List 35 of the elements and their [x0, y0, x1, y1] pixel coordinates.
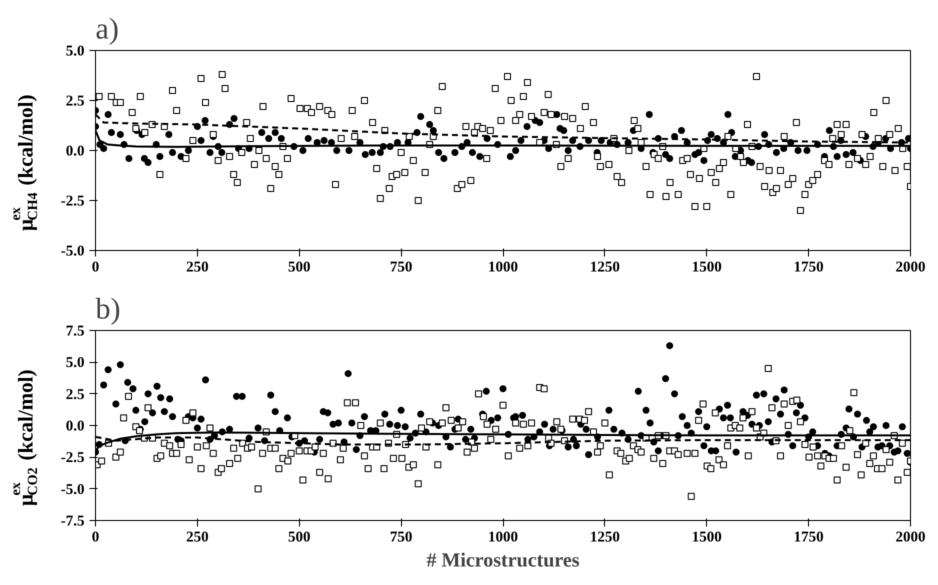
x-tick-label: 1250: [590, 530, 620, 546]
text: a): [96, 12, 119, 46]
y-tick-label: -5.0: [60, 482, 85, 498]
y-tick-label: 2.5: [66, 94, 84, 110]
x-tick-label: 750: [390, 260, 412, 276]
x-tick-label: 2000: [896, 260, 926, 276]
x-tick-label: 250: [186, 530, 209, 546]
y-tick-label: -5.0: [60, 244, 85, 260]
y-tick-label: 2.5: [66, 386, 84, 403]
y-tick-label: 0.0: [66, 418, 84, 434]
x-tick-label: 1000: [488, 260, 518, 276]
x-tick-label: 0: [92, 260, 100, 276]
y-tick-label: 5.0: [66, 44, 84, 60]
y-tick-label: -7.5: [60, 514, 85, 530]
x-tick-label: 500: [288, 260, 310, 276]
x-tick-label: 1500: [692, 530, 722, 546]
y-tick-label: 5.0: [66, 355, 84, 372]
y-axis-title: μexCO2 (kcal/mol): [9, 369, 41, 506]
x-axis-title: # Microstructures: [426, 550, 580, 572]
y-axis-title: μexCH4 (kcal/mol): [9, 94, 41, 232]
text: b): [96, 292, 120, 326]
y-tick-label: -2.5: [60, 194, 85, 210]
x-tick-label: 1250: [590, 260, 620, 276]
y-tick-label: 0.0: [66, 144, 84, 160]
y-tick-label: -2.5: [60, 450, 85, 466]
x-tick-label: 750: [390, 530, 412, 546]
x-tick-label: 1750: [794, 530, 824, 546]
x-tick-label: 1000: [488, 530, 518, 546]
y-tick-label: 7.5: [66, 324, 84, 340]
x-tick-label: 1750: [794, 260, 824, 276]
x-tick-label: 0: [92, 530, 100, 546]
x-tick-label: 1500: [692, 260, 722, 276]
x-tick-label: 250: [186, 260, 209, 276]
x-tick-label: 500: [288, 530, 310, 546]
x-tick-label: 2000: [896, 530, 926, 546]
